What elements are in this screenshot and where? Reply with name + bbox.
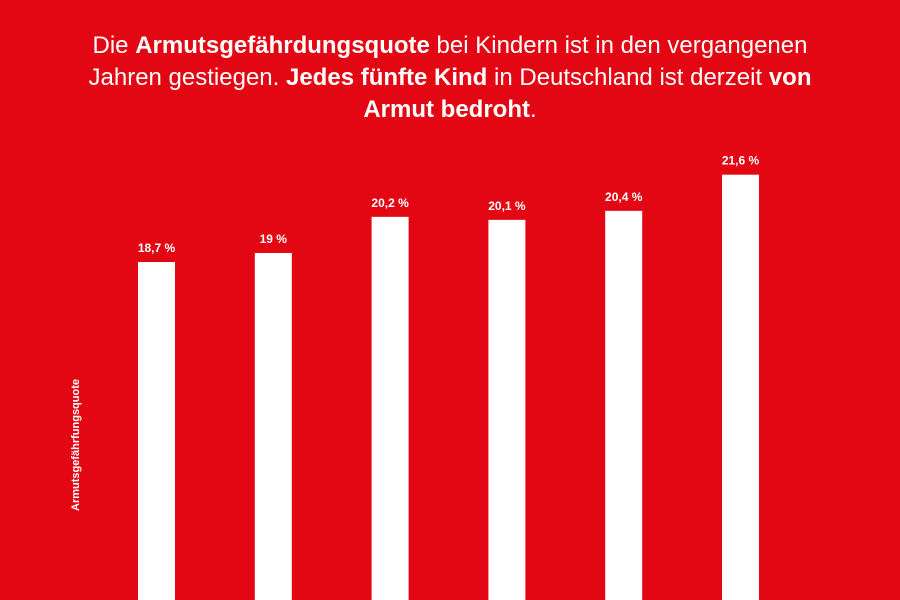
bar <box>722 174 759 600</box>
bar-value-label: 19 % <box>260 232 288 246</box>
bar <box>488 219 526 600</box>
bar <box>371 216 409 600</box>
headline-text: bei Kindern ist in den vergangenen Jahre… <box>88 32 808 91</box>
headline-emphasis: von Armut bedroht <box>363 64 812 123</box>
bar-value-label: 18,7 % <box>138 241 176 255</box>
headline-text: . <box>529 96 537 123</box>
headline-emphasis: Jedes fünfte Kind <box>285 64 488 91</box>
bar-value-label: 20,1 % <box>488 199 526 213</box>
bar <box>605 210 643 600</box>
bar <box>138 262 175 600</box>
bar-value-label: 21,6 % <box>722 154 760 168</box>
chart-headline: Die Armutsgefährdungsquote bei Kindern i… <box>70 30 830 126</box>
bar-value-label: 20,2 % <box>371 196 409 210</box>
bar-value-label: 20,4 % <box>605 190 643 204</box>
headline-text: in Deutschland ist derzeit <box>487 64 769 91</box>
headline-emphasis: Armutsgefährdungsquote <box>135 32 430 59</box>
headline-text: Die <box>92 32 136 59</box>
bar <box>254 252 292 600</box>
